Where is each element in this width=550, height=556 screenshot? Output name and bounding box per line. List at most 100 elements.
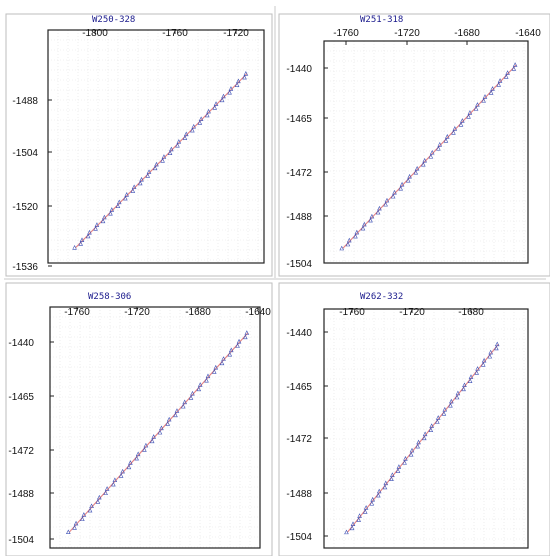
data-point: [197, 120, 203, 125]
data-point: [487, 353, 493, 359]
panel-title: W258-306: [88, 292, 131, 302]
data-point: [137, 180, 143, 186]
data-point: [349, 525, 355, 531]
panel-frame: [5, 13, 273, 277]
chart-panel-3: W258-306 -1760 -1720 -1680 -1640 -1440 -1465 -1…: [5, 282, 273, 556]
data-point: [448, 402, 453, 408]
data-point: [221, 356, 226, 361]
data-point: [429, 423, 434, 428]
data-point: [442, 406, 448, 412]
data-point: [236, 78, 241, 84]
y-tick-label: -1472: [8, 446, 34, 457]
data-point: [466, 114, 471, 119]
data-point: [449, 398, 454, 404]
data-point: [396, 464, 402, 469]
y-tick-label: -1488: [8, 489, 34, 500]
data-point: [384, 197, 390, 203]
data-point: [346, 237, 352, 243]
y-tick-label: -1536: [12, 262, 38, 273]
data-point: [473, 106, 479, 111]
data-point: [383, 201, 388, 207]
data-point: [414, 165, 420, 171]
data-point: [190, 127, 195, 133]
data-point: [157, 429, 163, 435]
y-tick-label: -1488: [286, 489, 312, 500]
data-point: [139, 176, 144, 182]
x-tick-label: -1760: [64, 307, 90, 318]
data-point: [392, 189, 397, 195]
data-point: [490, 86, 495, 91]
data-point: [354, 229, 360, 235]
data-point: [227, 351, 233, 357]
plot-area: [48, 30, 264, 263]
data-point: [97, 494, 102, 500]
chart-panel-4: W262-332 -1760 -1720 -1680 -1440 -1465 -1472 -1…: [278, 282, 550, 556]
data-point: [377, 205, 382, 211]
y-tick-label: -1465: [286, 382, 312, 393]
data-point: [104, 486, 110, 491]
y-tick-label: -1472: [286, 434, 312, 445]
panel-title: W250-328: [92, 15, 135, 25]
data-point: [402, 460, 407, 465]
data-point: [151, 434, 156, 439]
y-tick-label: -1504: [12, 148, 38, 159]
x-tick-label: -1680: [454, 28, 480, 39]
data-point: [443, 138, 449, 143]
data-point: [243, 334, 248, 340]
data-point: [219, 360, 225, 366]
data-point: [228, 86, 234, 91]
data-point: [376, 492, 381, 498]
data-point: [152, 165, 158, 171]
y-tick-label: -1488: [286, 212, 312, 223]
data-point: [451, 130, 456, 135]
data-point: [436, 145, 441, 151]
data-point: [362, 509, 368, 514]
data-point: [166, 416, 172, 422]
data-point: [445, 134, 450, 139]
x-tick-label: -1720: [399, 307, 425, 318]
data-point: [475, 102, 480, 107]
x-tick-label: -1640: [515, 28, 541, 39]
data-point: [188, 395, 194, 400]
data-point: [160, 158, 165, 163]
data-point: [357, 513, 362, 518]
data-point: [87, 229, 92, 235]
data-point: [512, 62, 518, 67]
data-point: [422, 157, 427, 163]
data-point: [455, 390, 461, 396]
data-point: [66, 529, 71, 535]
data-point: [146, 169, 152, 174]
x-tick-label: -1760: [162, 28, 188, 39]
panel-title: W251-318: [360, 15, 403, 25]
x-tick-label: -1680: [458, 307, 484, 318]
data-point: [428, 153, 434, 159]
data-point: [89, 503, 94, 509]
chart-panel-1: W250-328 -1800 -1760 -1720 -1488 -1504 -1520 -1…: [5, 13, 273, 277]
data-point: [143, 442, 149, 448]
data-point: [437, 142, 443, 147]
data-point: [204, 112, 210, 118]
data-point: [180, 403, 186, 409]
data-point: [382, 484, 388, 490]
data-point: [376, 488, 382, 494]
data-point: [183, 131, 189, 137]
data-point: [356, 517, 361, 522]
data-point: [149, 438, 155, 444]
data-point: [415, 443, 420, 449]
data-point: [235, 343, 240, 348]
data-point: [102, 214, 107, 220]
x-tick-label: -1760: [333, 28, 359, 39]
data-point: [124, 192, 129, 197]
data-point: [126, 464, 132, 470]
data-point: [416, 439, 421, 445]
data-point: [441, 411, 447, 416]
data-point: [481, 98, 486, 103]
data-point: [196, 386, 202, 392]
data-point: [219, 97, 225, 103]
data-point: [407, 173, 412, 179]
data-point: [72, 244, 77, 250]
data-point: [403, 456, 408, 461]
data-point: [81, 512, 87, 517]
data-point: [461, 386, 466, 392]
